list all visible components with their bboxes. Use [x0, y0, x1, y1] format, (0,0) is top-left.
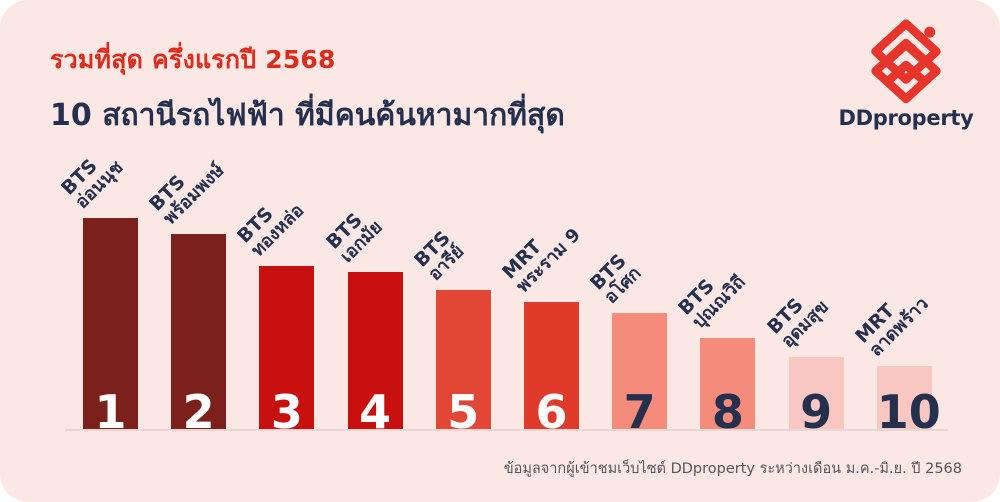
station-label: BTS อ่อนนุช: [57, 144, 127, 213]
baseline-axis: [65, 429, 948, 431]
rank-number: 8: [711, 385, 744, 439]
ddproperty-house-icon: [871, 19, 941, 104]
bar-rank-4: BTS เอกมัย 4: [322, 209, 403, 435]
station-label: BTS ปุณณวิถี: [675, 259, 751, 333]
rank-number: 1: [94, 385, 127, 439]
rank-number: 5: [447, 385, 480, 439]
rank-number: 4: [359, 385, 392, 439]
station-label: BTS ทองหล่อ: [234, 187, 309, 261]
rank-number: 6: [535, 385, 568, 439]
rank-number: 9: [800, 385, 833, 439]
rank-number: 2: [182, 385, 215, 439]
bar-rank-9: BTS อุดมสุข 9: [763, 294, 844, 435]
bar-rank-5: BTS อารีย์ 5: [410, 227, 491, 435]
ddproperty-logo: DDproperty: [836, 16, 976, 130]
bar-rank-7: BTS อโศก 7: [586, 250, 668, 435]
chimney-dot: [924, 26, 936, 38]
header: รวมที่สุด ครึ่งแรกปี 2568 10 สถานีรถไฟฟ้…: [50, 40, 565, 139]
station-label: MRT พระราม 9: [498, 212, 585, 297]
station-label: BTS อโศก: [586, 250, 645, 308]
source-note: ข้อมูลจากผู้เข้าชมเว็บไซต์ DDproperty ระ…: [503, 461, 962, 477]
bar-rank-1: BTS อ่อนนุช 1: [57, 155, 138, 435]
station-label: BTS อารีย์: [410, 227, 468, 285]
station-label: BTS อุดมสุข: [763, 284, 833, 352]
bar-rank-3: BTS ทองหล่อ 3: [234, 200, 315, 435]
rank-number: 7: [623, 385, 656, 439]
bar-rank-10: MRT ลาดพร้าว 10: [851, 293, 941, 435]
brand-name: DDproperty: [838, 106, 974, 130]
rank-number: 10: [876, 385, 941, 439]
station-label: BTS พร้อมพงษ์: [145, 147, 228, 229]
rank-number: 3: [270, 385, 303, 439]
station-label: MRT ลาดพร้าว: [851, 281, 933, 361]
report-subtitle: รวมที่สุด ครึ่งแรกปี 2568: [50, 45, 336, 74]
bar-rank-8: BTS ปุณณวิถี 8: [675, 272, 756, 435]
bar-rank-2: BTS พร้อมพงษ์ 2: [145, 160, 228, 435]
station-label: BTS เอกมัย: [322, 204, 387, 267]
page-title: 10 สถานีรถไฟฟ้า ที่มีคนค้นหามากที่สุด: [50, 98, 565, 133]
